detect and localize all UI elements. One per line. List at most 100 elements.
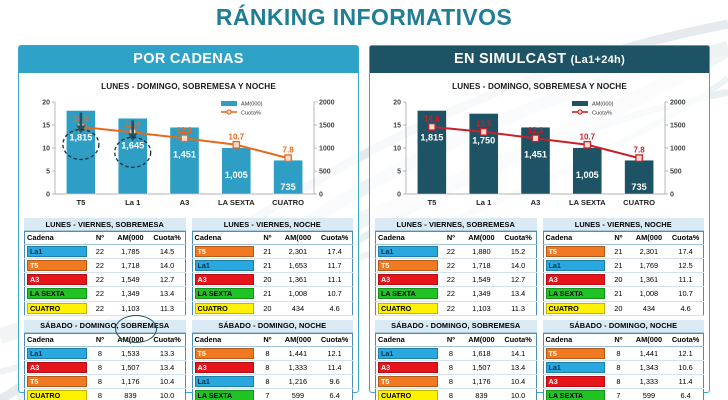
bar-value-label: 1,451 [524,149,547,159]
table-row: LA SEXTA 21 1,008 10.7 [543,287,704,302]
chain-badge: T5 [27,375,87,387]
cell-cuota: 14.1 [510,348,526,358]
column-header: AM(000 [462,231,501,245]
cell-cuota: 10.7 [678,289,693,299]
cell-am: 1,549 [121,275,140,285]
cell-cuota: 17.4 [678,246,693,256]
table-3: SÁBADO - DOMINGO, NOCHE Cadena Nº AM(000 Cuo… [191,319,353,400]
chain-badge: T5 [194,347,255,359]
chain-badge: T5 [27,260,87,272]
bar-value-label: 1,005 [576,170,599,180]
column-header: Cuota% [317,231,353,245]
table-row: CUATRO 20 434 4.6 [192,301,353,316]
cell-cuota: 12.7 [510,275,526,285]
cell-am: 1,507 [472,362,491,372]
column-header: AM(000 [462,333,501,347]
cell-count: 22 [95,275,105,285]
table-row: La1 8 1,618 14.1 [375,346,536,361]
chart-svg-por-cadenas: 0 5 10 15 20 0 500 1000 1500 2000 1,815 T5 1,645 La 1… [42,100,334,207]
cell-count: 8 [265,362,270,372]
table-row: LA SEXTA 7 599 6.4 [192,389,353,400]
legend-label-am: AM(000) [241,102,263,108]
cell-am: 1,349 [472,289,491,299]
cell-am: 1,176 [121,376,140,386]
table-0: LUNES - VIERNES, SOBREMESA Cadena Nº AM(000… [375,218,537,316]
table-row: A3 22 1,549 12.7 [24,273,185,287]
chain-badge: A3 [194,361,255,373]
legend-label-cuota: Cuota% [592,111,612,117]
cell-chain: T5 [543,244,607,258]
chain-badge: LA SEXTA [27,288,87,300]
cell-cuota: 14.5 [159,246,175,256]
cell-chain: A3 [376,360,440,374]
line-value-label: 12.1 [177,126,193,135]
chain-badge: A3 [27,274,87,286]
line-marker [531,134,540,143]
cell-cuota: 11.3 [160,303,174,313]
cell-chain: A3 [25,273,89,287]
cell-cuota: 14.0 [510,261,526,271]
panel-header-title: EN SIMULCAST [453,51,567,67]
cell-chain: LA SEXTA [376,287,440,301]
cell-cuota: 13.3 [159,348,175,358]
cell-count: 20 [614,275,623,285]
column-header: Cadena [543,231,608,245]
cell-count: 22 [446,261,456,271]
cell-am: 1,533 [121,348,140,358]
cell-chain: T5 [376,258,440,272]
bar-value-label: 735 [631,182,646,192]
column-header: Cadena [375,333,440,347]
table-row: CUATRO 8 839 10.0 [376,389,537,400]
cell-chain: T5 [25,258,89,272]
cell-chain: CUATRO [376,389,440,400]
cell-chain: La1 [25,346,89,360]
cell-am: 2,301 [288,246,308,256]
cell-count: 22 [446,246,456,256]
table-row: A3 22 1,549 12.7 [375,273,536,287]
column-header: AM(000 [278,231,318,245]
chain-badge: CUATRO [378,390,438,400]
chart-en-simulcast: 0 5 10 15 20 0 500 1000 1500 2000 1,815 T5 1,750 La 1… [376,94,703,214]
chain-badge: LA SEXTA [194,390,255,400]
cell-count: 7 [265,391,270,400]
cell-count: 8 [448,391,453,400]
cell-count: 22 [95,303,105,313]
chain-badge: LA SEXTA [194,288,255,300]
table-row: CUATRO 8 839 10.0 [25,389,186,400]
cell-cuota: 12.1 [327,348,342,358]
cell-chain: La1 [543,360,607,374]
table-row: T5 8 1,441 12.1 [192,346,353,361]
cell-cuota: 4.6 [329,303,340,313]
cell-am: 1,103 [472,303,491,313]
cell-count: 21 [263,246,272,256]
cell-chain: CUATRO [376,301,440,315]
x-axis-category-label: T5 [76,198,86,207]
chart-svg-en-simulcast: 0 5 10 15 20 0 500 1000 1500 2000 1,815 T5 1,750 La 1… [393,100,686,207]
y-axis-right-tick: 2000 [670,100,686,107]
y-axis-right-tick: 1000 [670,146,686,153]
line-value-label: 10.7 [229,132,245,141]
panel-por-cadenas: POR CADENAS LUNES - DOMINGO, SOBREMESA Y… [18,45,359,400]
cell-count: 8 [265,348,270,358]
table-row: A3 8 1,507 13.4 [24,360,185,375]
table-header-row: Cadena Nº AM(000 Cuota% [24,333,185,347]
table-row: T5 22 1,718 14.0 [375,258,536,273]
cell-am: 1,008 [639,289,659,299]
cell-cuota: 10.0 [510,391,526,400]
line-value-label: 7.8 [283,146,295,155]
line-value-label: 7.8 [634,146,646,155]
cell-count: 8 [448,376,453,386]
column-header: Cuota% [668,231,704,245]
column-header: Cadena [543,333,608,347]
column-header: Cuota% [149,231,185,245]
y-axis-right-tick: 500 [670,169,682,176]
chain-badge: CUATRO [27,390,87,400]
cell-cuota: 6.4 [329,391,340,400]
chain-badge: A3 [378,274,438,286]
cell-am: 1,549 [472,275,491,285]
cell-chain: La1 [192,374,256,388]
cell-am: 599 [291,391,305,400]
x-axis-category-label: CUATRO [272,198,304,207]
cell-chain: A3 [543,374,607,388]
column-header: Cadena [24,231,89,245]
